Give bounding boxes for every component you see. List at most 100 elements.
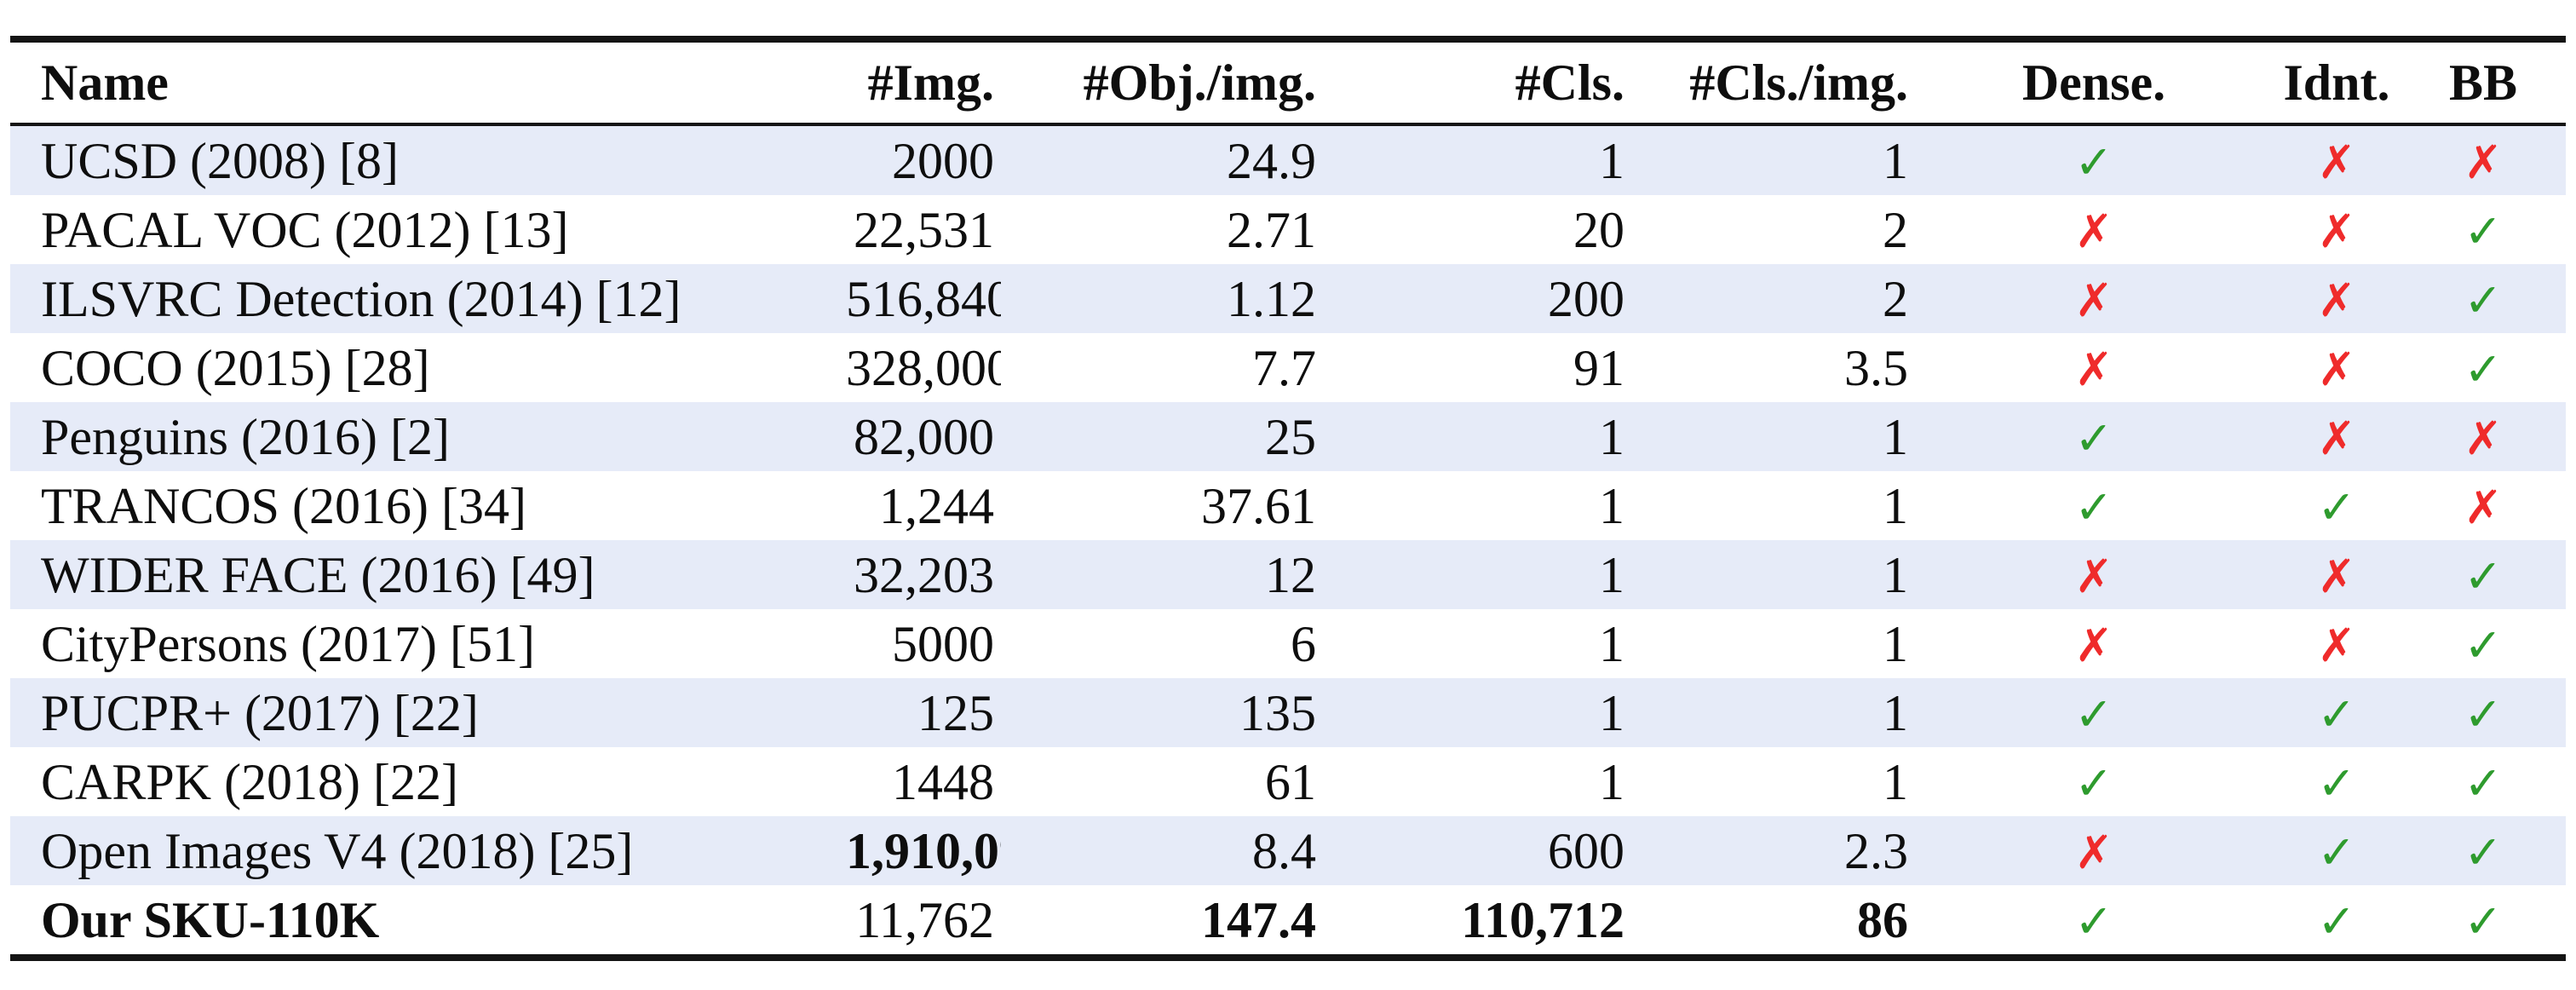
column-header-dense: Dense.	[2021, 55, 2166, 111]
dense-mark-cell: ✓	[1915, 402, 2273, 471]
dense-mark-cell: ✓	[1915, 124, 2273, 195]
identical-mark-cell: ✗	[2273, 124, 2401, 195]
check-icon: ✓	[2074, 480, 2113, 534]
check-icon: ✓	[2317, 825, 2356, 879]
objects-per-image-cell: 6	[1291, 615, 1316, 672]
column-header-classes-per-image: #Cls./img.	[1689, 55, 1908, 111]
bounding-box-mark-cell: ✓	[2401, 747, 2566, 816]
check-icon: ✓	[2317, 894, 2356, 948]
cross-icon: ✗	[2074, 342, 2113, 396]
num-images-cell: 2000	[892, 132, 994, 189]
identical-mark-cell: ✓	[2273, 747, 2401, 816]
table-row: Open Images V4 (2018) [25] 1,910,098 8.4…	[10, 816, 2566, 885]
num-images-cell: 1,244	[879, 477, 994, 534]
objects-per-image-cell: 7.7	[1252, 339, 1316, 396]
dense-mark-cell: ✓	[1915, 885, 2273, 958]
classes-per-image-cell: 1	[1883, 132, 1908, 189]
cross-icon: ✗	[2317, 411, 2356, 465]
check-icon: ✓	[2464, 756, 2503, 810]
bounding-box-mark-cell: ✓	[2401, 195, 2566, 264]
table-row: Penguins (2016) [2] 82,000 25 1 1 ✓ ✗ ✗	[10, 402, 2566, 471]
classes-per-image-cell: 1	[1883, 477, 1908, 534]
dataset-comparison-table-wrap: Name #Img. #Obj./img. #Cls. #Cls./img. D…	[10, 36, 2566, 961]
num-images-cell: 1448	[892, 753, 994, 810]
cross-icon: ✗	[2317, 135, 2356, 189]
bounding-box-mark-cell: ✓	[2401, 816, 2566, 885]
num-classes-cell: 91	[1573, 339, 1624, 396]
bounding-box-mark-cell: ✗	[2401, 402, 2566, 471]
identical-mark-cell: ✗	[2273, 609, 2401, 678]
dataset-comparison-table: Name #Img. #Obj./img. #Cls. #Cls./img. D…	[10, 36, 2566, 961]
check-icon: ✓	[2464, 894, 2503, 948]
check-icon: ✓	[2074, 135, 2113, 189]
classes-per-image-cell: 1	[1883, 753, 1908, 810]
classes-per-image-cell: 2	[1883, 201, 1908, 258]
column-header-name: Name	[41, 55, 169, 111]
table-row: CARPK (2018) [22] 1448 61 1 1 ✓ ✓ ✓	[10, 747, 2566, 816]
check-icon: ✓	[2464, 549, 2503, 603]
check-icon: ✓	[2074, 411, 2113, 465]
objects-per-image-cell: 135	[1239, 684, 1316, 741]
bounding-box-mark-cell: ✓	[2401, 540, 2566, 609]
check-icon: ✓	[2317, 687, 2356, 741]
num-classes-cell: 200	[1548, 270, 1624, 327]
identical-mark-cell: ✗	[2273, 540, 2401, 609]
num-classes-cell: 1	[1599, 615, 1624, 672]
num-classes-cell: 1	[1599, 132, 1624, 189]
table-header: Name #Img. #Obj./img. #Cls. #Cls./img. D…	[10, 39, 2566, 124]
cross-icon: ✗	[2074, 549, 2113, 603]
cross-icon: ✗	[2317, 618, 2356, 672]
bounding-box-mark-cell: ✓	[2401, 264, 2566, 333]
classes-per-image-cell: 2.3	[1844, 822, 1908, 879]
cross-icon: ✗	[2464, 411, 2503, 465]
classes-per-image-cell: 86	[1857, 891, 1908, 948]
cross-icon: ✗	[2074, 273, 2113, 327]
num-images-cell: 5000	[892, 615, 994, 672]
cross-icon: ✗	[2074, 204, 2113, 258]
table-row: COCO (2015) [28] 328,000 7.7 91 3.5 ✗ ✗ …	[10, 333, 2566, 402]
num-classes-cell: 1	[1599, 753, 1624, 810]
check-icon: ✓	[2317, 756, 2356, 810]
objects-per-image-cell: 2.71	[1227, 201, 1316, 258]
cross-icon: ✗	[2317, 273, 2356, 327]
cross-icon: ✗	[2464, 480, 2503, 534]
dataset-name-cell: TRANCOS (2016) [34]	[41, 477, 526, 534]
num-classes-cell: 1	[1599, 546, 1624, 603]
classes-per-image-cell: 1	[1883, 684, 1908, 741]
table-row: TRANCOS (2016) [34] 1,244 37.61 1 1 ✓ ✓ …	[10, 471, 2566, 540]
bounding-box-mark-cell: ✓	[2401, 885, 2566, 958]
dense-mark-cell: ✓	[1915, 471, 2273, 540]
num-classes-cell: 110,712	[1461, 891, 1624, 948]
check-icon: ✓	[2074, 687, 2113, 741]
check-icon: ✓	[2074, 894, 2113, 948]
cross-icon: ✗	[2074, 618, 2113, 672]
num-images-cell: 11,762	[855, 891, 994, 948]
cross-icon: ✗	[2317, 549, 2356, 603]
cross-icon: ✗	[2464, 135, 2503, 189]
check-icon: ✓	[2464, 687, 2503, 741]
objects-per-image-cell: 61	[1265, 753, 1316, 810]
dense-mark-cell: ✓	[1915, 747, 2273, 816]
dataset-name-cell: PUCPR+ (2017) [22]	[41, 684, 479, 741]
objects-per-image-cell: 1.12	[1227, 270, 1316, 327]
table-row: ILSVRC Detection (2014) [12] 516,840 1.1…	[10, 264, 2566, 333]
table-body: UCSD (2008) [8] 2000 24.9 1 1 ✓ ✗ ✗ PACA…	[10, 124, 2566, 958]
identical-mark-cell: ✓	[2273, 471, 2401, 540]
dataset-name-cell: CityPersons (2017) [51]	[41, 615, 535, 672]
check-icon: ✓	[2317, 480, 2356, 534]
cross-icon: ✗	[2074, 825, 2113, 879]
dense-mark-cell: ✗	[1915, 333, 2273, 402]
table-row: CityPersons (2017) [51] 5000 6 1 1 ✗ ✗ ✓	[10, 609, 2566, 678]
dataset-name-cell: Open Images V4 (2018) [25]	[41, 822, 634, 879]
cross-icon: ✗	[2317, 204, 2356, 258]
cross-icon: ✗	[2317, 342, 2356, 396]
objects-per-image-cell: 12	[1265, 546, 1316, 603]
column-header-objects-per-image: #Obj./img.	[1083, 55, 1316, 111]
check-icon: ✓	[2464, 618, 2503, 672]
column-header-identical: Idnt.	[2283, 55, 2390, 111]
identical-mark-cell: ✓	[2273, 678, 2401, 747]
dataset-name-cell: COCO (2015) [28]	[41, 339, 430, 396]
dense-mark-cell: ✗	[1915, 540, 2273, 609]
classes-per-image-cell: 1	[1883, 546, 1908, 603]
objects-per-image-cell: 24.9	[1227, 132, 1316, 189]
